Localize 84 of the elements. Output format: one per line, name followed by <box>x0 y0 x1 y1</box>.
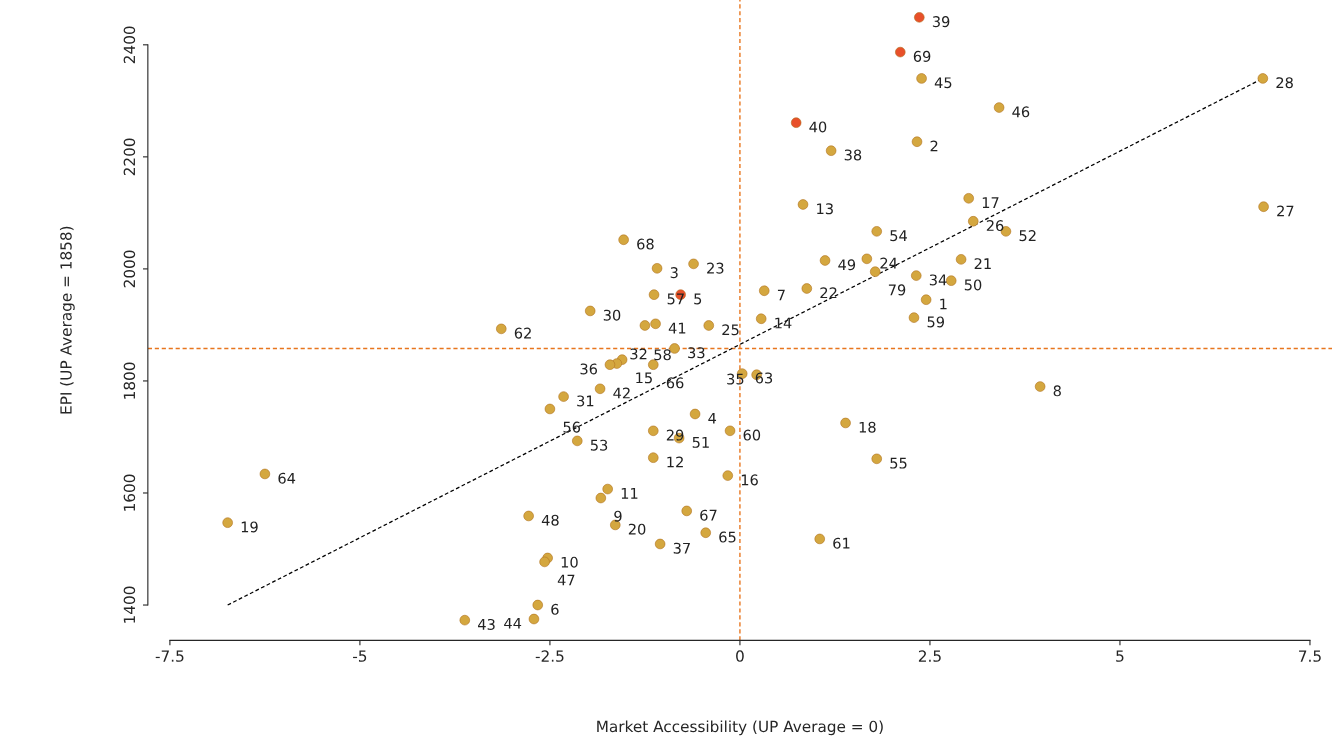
annotation: 25 <box>722 324 739 336</box>
annotation: 9 <box>614 510 622 522</box>
annotation: 6 <box>551 603 559 615</box>
annotation: 59 <box>927 316 945 328</box>
y-tick-label: 1800 <box>123 362 136 399</box>
annotation: 57 <box>667 293 684 305</box>
annotation: 62 <box>514 327 531 339</box>
annotation: 34 <box>929 274 947 286</box>
annotation: 50 <box>964 279 982 291</box>
annotation: 68 <box>637 238 654 250</box>
x-tick-label: 0 <box>736 650 744 662</box>
annotation: 31 <box>577 395 594 407</box>
annotation: 36 <box>580 363 598 375</box>
x-axis-title: Market Accessibility (UP Average = 0) <box>597 720 883 736</box>
y-tick-label: 2200 <box>123 138 136 176</box>
annotation: 26 <box>986 220 1004 232</box>
annotation: 29 <box>666 429 684 441</box>
annotation: 44 <box>504 617 522 629</box>
annotation: 64 <box>278 472 296 484</box>
annotation: 30 <box>603 309 621 321</box>
annotation: 16 <box>741 474 758 486</box>
annotation: 7 <box>777 289 785 301</box>
annotation: 40 <box>809 121 827 133</box>
y-tick-label: 2000 <box>123 250 136 288</box>
annotation: 65 <box>719 531 736 543</box>
annotation: 56 <box>563 421 581 433</box>
annotation: 46 <box>1012 106 1030 118</box>
annotation: 27 <box>1277 205 1294 217</box>
annotation: 21 <box>974 258 991 269</box>
annotation: 17 <box>982 197 999 208</box>
annotation: 18 <box>859 421 876 433</box>
annotation: 5 <box>694 293 702 305</box>
annotation: 12 <box>667 456 683 468</box>
annotation: 19 <box>241 521 258 533</box>
annotation: 42 <box>613 387 630 399</box>
annotation: 69 <box>913 50 931 62</box>
y-tick-label: 1600 <box>123 474 136 511</box>
annotation: 54 <box>890 230 907 242</box>
annotation: 38 <box>844 149 862 161</box>
annotation: 45 <box>934 77 952 89</box>
annotation: 66 <box>666 377 684 389</box>
annotation: 79 <box>888 284 906 296</box>
annotation: 32 <box>630 348 647 360</box>
annotation: 47 <box>557 574 575 586</box>
annotation: 28 <box>1276 77 1293 89</box>
y-axis-title: EPI (UP Average = 1858) <box>59 226 75 414</box>
annotation: 55 <box>890 457 907 469</box>
annotation: 11 <box>621 488 638 499</box>
annotation: 24 <box>880 257 898 269</box>
annotation: 15 <box>636 372 652 384</box>
annotation: 2 <box>930 140 938 152</box>
annotation: 39 <box>932 16 950 28</box>
annotation: 49 <box>838 259 856 271</box>
annotation: 23 <box>707 262 724 274</box>
annotation: 52 <box>1019 230 1036 242</box>
x-tick-label: -7.5 <box>155 650 184 662</box>
annotation: 14 <box>775 317 792 329</box>
x-tick-label: -5 <box>353 650 367 662</box>
y-tick-label: 1400 <box>123 586 136 623</box>
annotation: 60 <box>743 429 761 441</box>
annotation: 48 <box>541 514 559 526</box>
annotation: 10 <box>561 556 578 568</box>
annotation: 51 <box>692 437 709 448</box>
annotation: 3 <box>670 267 678 279</box>
x-tick-label: -2.5 <box>535 650 564 662</box>
annotation: 43 <box>478 618 495 630</box>
annotation: 37 <box>673 542 690 554</box>
x-tick-label: 5 <box>1116 650 1124 662</box>
annotation: 67 <box>700 509 717 521</box>
annotation: 61 <box>833 537 850 549</box>
annotation: 13 <box>817 203 833 215</box>
annotation: 4 <box>708 412 717 424</box>
annotation: 33 <box>688 347 705 359</box>
annotation: 58 <box>654 349 671 361</box>
annotation: 41 <box>668 322 686 334</box>
x-tick-label: 2.5 <box>918 650 941 662</box>
annotation: 1 <box>940 298 947 310</box>
annotation: 63 <box>755 372 773 384</box>
annotation: 8 <box>1053 385 1061 397</box>
annotation: 22 <box>820 287 837 299</box>
annotation: 20 <box>628 523 646 535</box>
x-tick-label: 7.5 <box>1299 650 1321 662</box>
annotation: 53 <box>590 439 608 451</box>
y-tick-label: 2400 <box>123 26 136 64</box>
